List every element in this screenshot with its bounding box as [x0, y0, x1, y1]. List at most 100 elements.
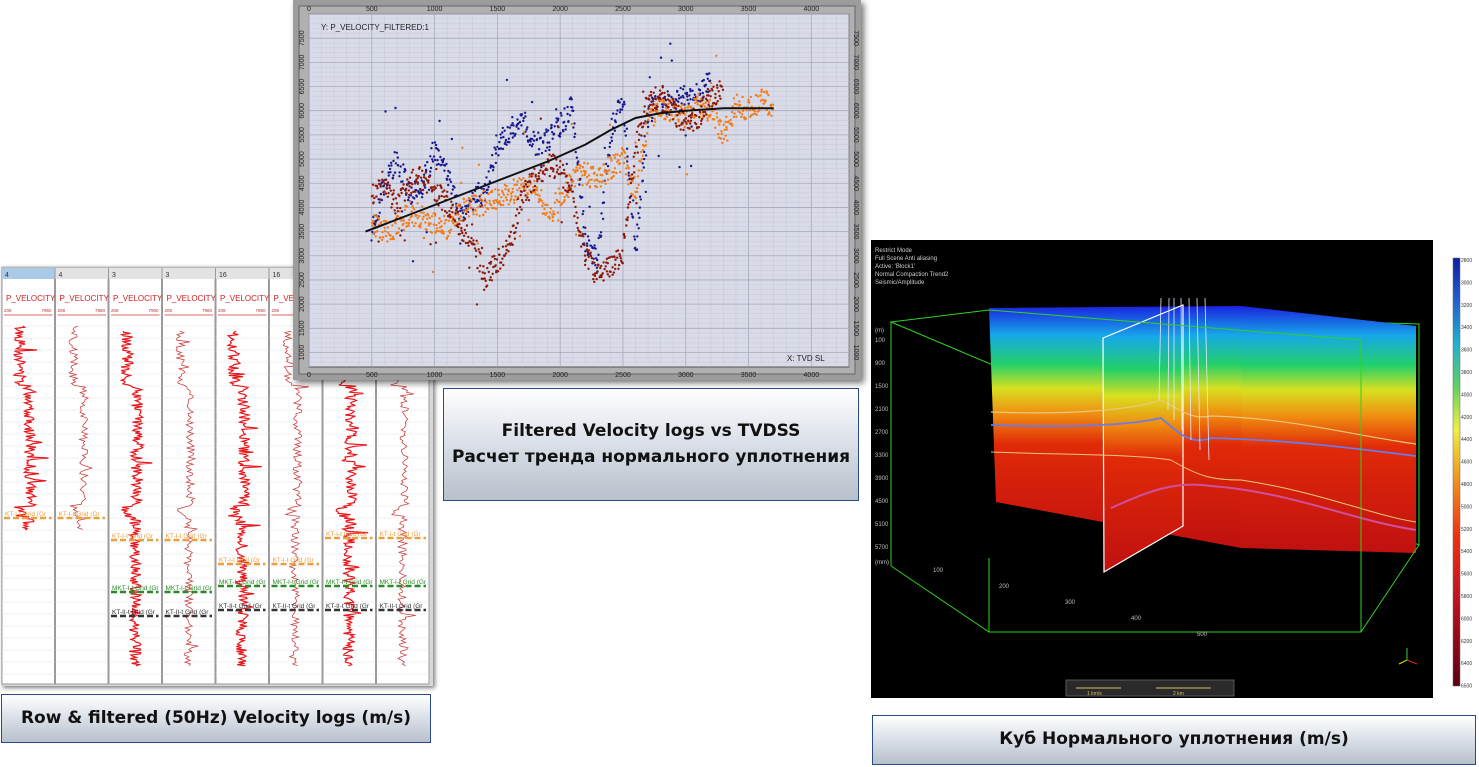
crossplot-point [619, 255, 622, 258]
crossplot-point [667, 102, 670, 106]
crossplot-point [636, 175, 640, 178]
cube-depth-tick: 100 [875, 338, 886, 344]
crossplot-point [421, 205, 424, 208]
crossplot-point [552, 167, 555, 171]
crossplot-point [429, 155, 432, 158]
crossplot-point [742, 109, 745, 112]
crossplot-point [458, 232, 461, 236]
crossplot-point [568, 185, 571, 189]
crossplot-point [468, 204, 471, 207]
log-track: 3 P_VELOCITY 208 7960 KT-I-t Grid (Gr MKT-I-t… [162, 267, 217, 685]
cube-well-path [1167, 297, 1170, 411]
crossplot-point [377, 217, 381, 221]
crossplot-point [435, 163, 438, 166]
crossplot-y-label: Y: P_VELOCITY_FILTERED:1 [321, 23, 429, 32]
cube-info-line: Full Scene Anti aliasing [875, 256, 937, 262]
crossplot-point [675, 125, 678, 128]
crossplot-point [404, 189, 407, 192]
crossplot-point [424, 164, 427, 167]
crossplot-point [576, 226, 579, 230]
crossplot-point [535, 189, 539, 192]
crossplot-point [601, 174, 604, 177]
crossplot-point [679, 105, 683, 109]
crossplot-point [587, 181, 590, 184]
crossplot-point [437, 162, 440, 166]
crossplot-point [682, 128, 685, 132]
crossplot-point [380, 221, 383, 224]
crossplot-point [732, 115, 736, 119]
crossplot-point [469, 207, 473, 210]
cube-depth-tick: 900 [875, 361, 886, 367]
cube-3d-view[interactable]: Restrict Mode Full Scene Anti aliasing Act… [871, 240, 1479, 698]
crossplot-x-tick-bottom: 2000 [552, 372, 568, 379]
crossplot-point [622, 232, 626, 236]
crossplot-window: 0 0 500 500 1000 1000 1500 1500 2000 2000 2500 2500… [293, 0, 861, 380]
crossplot-point [450, 192, 453, 195]
crossplot-point [638, 216, 641, 219]
crossplot-point [561, 172, 564, 175]
crossplot-point [542, 164, 545, 167]
crossplot-point [695, 114, 698, 117]
crossplot-point [683, 125, 686, 129]
cube-depth-tick: 3900 [875, 476, 889, 482]
crossplot-point [613, 167, 617, 170]
crossplot-point [410, 171, 414, 174]
crossplot-point [540, 189, 543, 192]
cube-colorbar-tick: 6400 [1461, 661, 1472, 667]
crossplot-point [485, 284, 489, 287]
crossplot-point [422, 211, 425, 214]
crossplot-point [515, 183, 519, 186]
crossplot-point [454, 212, 457, 215]
crossplot-point [653, 106, 657, 110]
crossplot-point [420, 179, 423, 182]
crossplot-point [583, 254, 587, 257]
crossplot-point [615, 171, 618, 175]
crossplot-point [553, 175, 557, 178]
crossplot-point [478, 204, 482, 207]
crossplot-point [644, 122, 647, 125]
crossplot-point [508, 126, 512, 129]
crossplot-point [394, 162, 398, 165]
crossplot-point [461, 146, 464, 149]
crossplot-x-tick-top: 1500 [490, 6, 506, 13]
cube-horizon-upper [990, 399, 1417, 445]
crossplot-point [543, 207, 546, 211]
crossplot-point [601, 217, 605, 221]
crossplot-point [507, 137, 511, 140]
crossplot-point [596, 270, 599, 273]
crossplot-point [573, 135, 576, 139]
crossplot-point [651, 116, 654, 120]
crossplot-point [464, 241, 468, 245]
crossplot-point [548, 217, 551, 220]
crossplot-y-tick-left: 7500 [299, 30, 306, 46]
cube-well-path [1188, 297, 1192, 441]
crossplot-point [434, 212, 437, 215]
crossplot-point [524, 179, 527, 183]
crossplot-point [638, 206, 642, 209]
crossplot-point [482, 189, 485, 193]
formation-marker-label: KT-II-t Grid (Gr [326, 603, 370, 610]
crossplot-point [644, 120, 647, 123]
cube-colorbar-tick: 3800 [1461, 370, 1472, 376]
crossplot-point [573, 185, 577, 188]
crossplot-point [477, 248, 480, 251]
crossplot-point [603, 267, 606, 271]
crossplot-point [424, 177, 427, 180]
crossplot-point [587, 249, 591, 252]
crossplot-point [556, 211, 560, 214]
crossplot-point [502, 193, 506, 197]
log-track-scale-max: 7960 [202, 308, 213, 313]
crossplot-point [682, 96, 685, 99]
crossplot-point [539, 169, 542, 172]
crossplot-point [702, 114, 706, 118]
crossplot-point [599, 167, 602, 170]
crossplot-point [759, 99, 763, 102]
crossplot-point [476, 266, 479, 270]
crossplot-point [709, 95, 712, 98]
crossplot-point [721, 141, 724, 145]
crossplot-point [502, 203, 505, 207]
cube-3d-canvas[interactable]: Restrict Mode Full Scene Anti aliasing Act… [871, 240, 1479, 698]
crossplot-point [382, 193, 386, 196]
crossplot-y-tick-right: 5500 [852, 127, 859, 143]
